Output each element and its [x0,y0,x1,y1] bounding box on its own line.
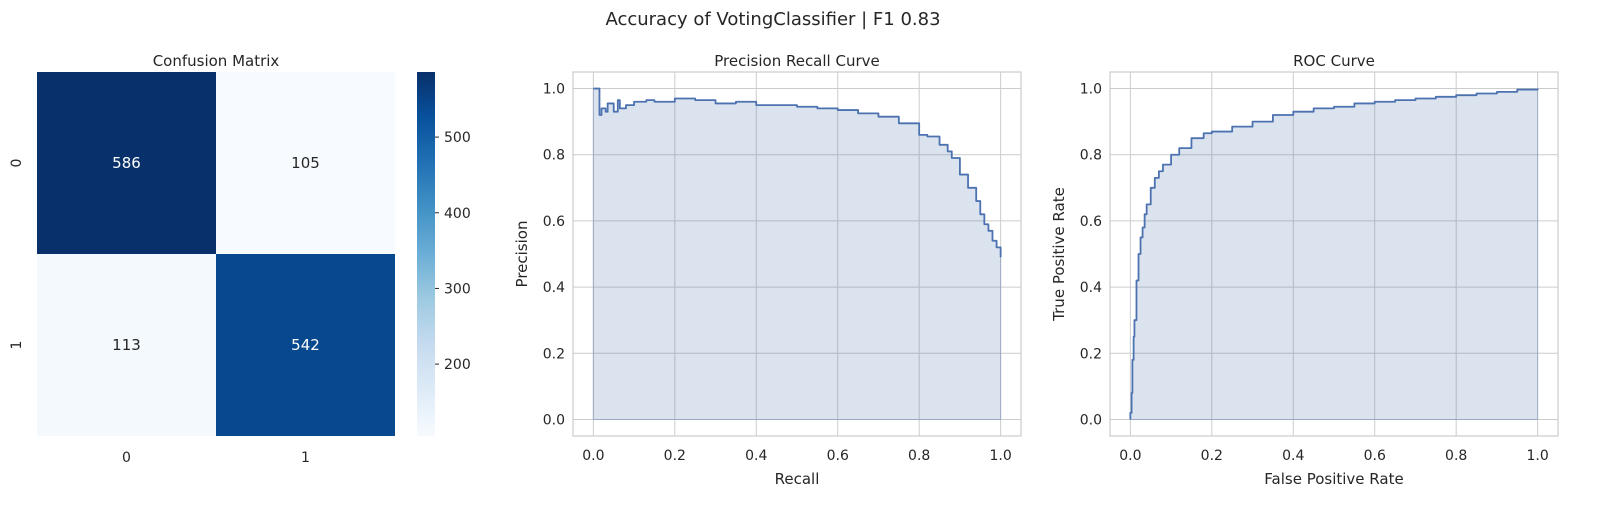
y-tick-label: 0.6 [1080,214,1102,230]
x-tick-label: 0.8 [908,448,930,464]
heatmap-cell [37,254,216,436]
roc-xlabel: False Positive Rate [1264,470,1403,488]
pr-curve-plot: 0.0 0.2 0.4 0.6 0.8 1.0 0.0 0.2 0.4 0.6 0.8 1.0 [543,71,1022,464]
curve-line [593,87,1002,258]
heatmap-cell-label: 586 [112,154,141,172]
roc-curve-title: ROC Curve [1293,52,1375,70]
plot-area [573,72,1021,436]
roc-ylabel: True Positive Rate [1050,187,1068,322]
plot-area [1110,72,1558,436]
x-tick-label: 0.6 [827,448,849,464]
confusion-matrix-ticks: 0 1 0 1 [9,159,310,466]
heatmap-x-tick-label: 0 [122,450,131,466]
y-tick-label: 0.2 [543,346,565,362]
precision-recall-panel: Precision Recall Curve 0.0 0.2 0.4 0.6 0.8 1.… [513,52,1022,488]
y-tick-label: 0.0 [1080,412,1102,428]
x-tick-label: 0.6 [1364,448,1386,464]
heatmap-cell-label: 542 [291,336,320,354]
x-tick-label: 0.8 [1445,448,1467,464]
x-tick-label: 0.2 [1201,448,1223,464]
confusion-matrix-panel: Confusion Matrix 586 105 113 542 0 1 0 1 200 30… [9,52,471,466]
y-tick-label: 1.0 [543,82,565,98]
heatmap-y-tick-label: 1 [9,341,25,350]
y-tick-label: 0.8 [1080,148,1102,164]
colorbar-tick-label: 200 [444,357,471,373]
x-tick-label: 0.4 [1282,448,1304,464]
heatmap-cell-label: 105 [291,154,320,172]
x-tick-label: 0.4 [745,448,767,464]
heatmap-x-tick-label: 1 [301,450,310,466]
x-tick-label: 1.0 [1527,448,1549,464]
x-tick-label: 0.0 [582,448,604,464]
x-tick-label: 1.0 [990,448,1012,464]
y-tick-label: 0.4 [1080,280,1102,296]
colorbar-ticks: 200 300 400 500 [435,130,471,373]
axes-frame [572,71,1022,437]
colorbar-tick-label: 500 [444,130,471,146]
heatmap-cell [37,72,216,254]
heatmap-cell [216,72,395,254]
roc-panel: ROC Curve 0.0 0.2 0.4 0.6 0.8 1.0 0.0 0.2 0.4 0.6… [1050,52,1559,488]
pr-curve-title: Precision Recall Curve [714,52,879,70]
colorbar [417,72,435,436]
colorbar-tick-label: 300 [444,281,471,297]
figure-suptitle: Accuracy of VotingClassifier | F1 0.83 [605,9,940,30]
x-tick-label: 0.2 [664,448,686,464]
y-tick-label: 0.2 [1080,346,1102,362]
confusion-matrix-title: Confusion Matrix [153,52,280,70]
y-tick-label: 1.0 [1080,82,1102,98]
y-tick-label: 0.8 [543,148,565,164]
y-tick-label: 0.0 [543,412,565,428]
pr-ylabel: Precision [513,221,531,288]
y-tick-label: 0.4 [543,280,565,296]
heatmap-y-tick-label: 0 [9,159,25,168]
heatmap-cell [216,254,395,436]
colorbar-tick-label: 400 [444,206,471,222]
confusion-matrix-cells: 586 105 113 542 [37,72,395,436]
x-tick-label: 0.0 [1119,448,1141,464]
curve-line [1129,88,1539,420]
pr-xlabel: Recall [775,470,820,488]
axes-frame [1109,71,1559,437]
heatmap-cell-label: 113 [112,336,141,354]
roc-curve-plot: 0.0 0.2 0.4 0.6 0.8 1.0 0.0 0.2 0.4 0.6 0.8 1.0 [1080,71,1559,464]
y-tick-label: 0.6 [543,214,565,230]
